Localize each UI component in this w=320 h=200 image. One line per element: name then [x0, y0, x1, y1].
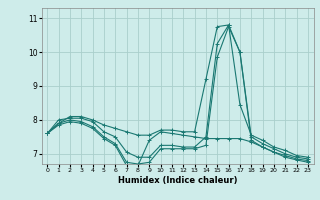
X-axis label: Humidex (Indice chaleur): Humidex (Indice chaleur) — [118, 176, 237, 185]
